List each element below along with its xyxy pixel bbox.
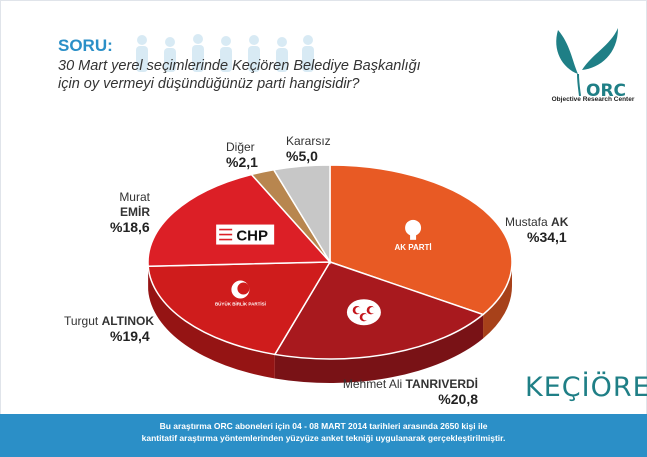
slice-label-kararsiz: Kararsız %5,0 — [286, 134, 331, 164]
ak-parti-logo: AK PARTİ — [394, 219, 432, 252]
slice-label-emir: Murat EMİR %18,6 — [110, 190, 150, 235]
pie-side-tanriverdi — [274, 314, 484, 383]
footer-bar: Bu araştırma ORC aboneleri için 04 - 08 … — [0, 414, 647, 457]
logo-text: ORC — [586, 81, 626, 101]
mhp-logo-icon — [346, 299, 381, 326]
bbp-logo: BÜYÜK BİRLİK PARTİSİ — [215, 280, 266, 307]
question-line-1: 30 Mart yerel seçimlerinde Keçiören Bele… — [58, 58, 421, 74]
pie-slice-altinok — [147, 261, 332, 356]
question-text: 30 Mart yerel seçimlerinde Keçiören Bele… — [58, 57, 478, 93]
chp-logo-text: CHP — [236, 228, 268, 245]
pie-side-altinok — [148, 266, 275, 379]
people-silhouette-icon — [136, 34, 314, 72]
district-name: KEÇİÖREN — [525, 372, 647, 403]
orc-logo: ORC — [556, 28, 626, 101]
slice-label-tanriverdi: Mehmet Ali TANRIVERDİ %20,8 — [342, 377, 478, 407]
slice-label-altinok: Turgut ALTINOK %19,4 — [63, 314, 154, 344]
chp-logo: CHP — [216, 224, 275, 245]
question-line-2: için oy vermeyi düşündüğünüz parti hangi… — [58, 76, 360, 92]
pie-slice-emir — [147, 173, 332, 268]
ak-parti-logo-text: AK PARTİ — [394, 243, 431, 252]
footer-line-1: Bu araştırma ORC aboneleri için 04 - 08 … — [159, 421, 488, 431]
slice-label-ak: Mustafa AK %34,1 — [505, 215, 569, 245]
pie-slice-kararsiz — [272, 164, 331, 265]
question-label: SORU: — [58, 36, 113, 55]
bbp-logo-text: BÜYÜK BİRLİK PARTİSİ — [215, 301, 266, 307]
logo-caption: Objective Research Center — [551, 96, 635, 103]
slice-label-diger: Diğer %2,1 — [226, 140, 258, 170]
footer-line-2: kantitatif araştırma yöntemlerinden yüzy… — [141, 433, 506, 443]
